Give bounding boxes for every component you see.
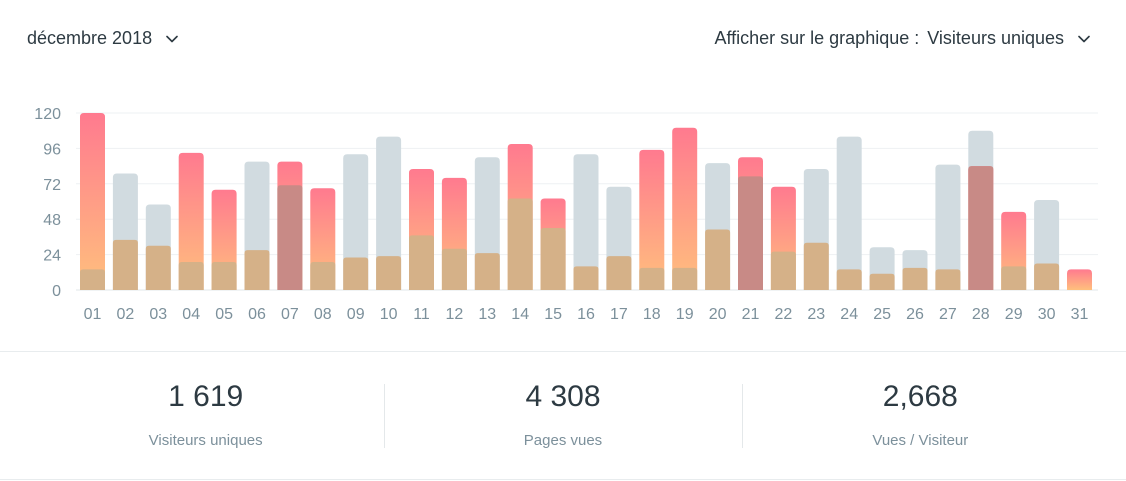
bar-overlap <box>935 269 961 290</box>
bar-overlap <box>639 267 665 290</box>
stat-unique-visitors: 1 619 Visiteurs uniques <box>27 372 384 456</box>
month-selector[interactable]: décembre 2018 <box>27 28 178 49</box>
x-tick-label: 30 <box>1038 306 1056 323</box>
x-tick-label: 28 <box>972 306 990 323</box>
bar-overlap <box>803 242 829 290</box>
bar-overlap <box>705 229 731 290</box>
chevron-down-icon <box>1078 35 1090 42</box>
x-tick-label: 19 <box>676 306 694 323</box>
bar-overlap <box>211 261 237 290</box>
stat-value: 2,668 <box>882 380 958 413</box>
bar-overlap <box>1001 266 1027 290</box>
bar-overlap <box>507 198 533 290</box>
bar-previous-period[interactable] <box>935 164 961 290</box>
bar-overlap <box>540 228 566 290</box>
bar-overlap <box>277 185 303 290</box>
stat-label: Visiteurs uniques <box>148 432 263 449</box>
display-prefix: Afficher sur le graphique : <box>714 28 920 48</box>
bar-overlap <box>178 261 204 290</box>
y-tick-label: 72 <box>43 177 61 194</box>
stat-label: Pages vues <box>523 432 603 449</box>
bar-overlap <box>409 235 434 290</box>
stats-summary: 1 619 Visiteurs uniques 4 308 Pages vues… <box>27 372 1099 456</box>
bar-overlap <box>738 176 763 290</box>
bar-overlap <box>474 253 500 290</box>
bar-previous-period[interactable] <box>376 136 402 290</box>
x-tick-label: 11 <box>413 306 430 323</box>
x-tick-label: 05 <box>215 306 233 323</box>
x-tick-label: 18 <box>643 306 661 323</box>
x-tick-label: 09 <box>347 306 365 323</box>
y-tick-label: 48 <box>43 212 61 229</box>
x-tick-label: 13 <box>478 306 496 323</box>
bar-overlap <box>672 267 698 290</box>
series-selector: Afficher sur le graphique : Visiteurs un… <box>714 28 1090 49</box>
bar-overlap <box>310 261 336 290</box>
bar-overlap <box>112 239 138 290</box>
bar-current-period[interactable] <box>1067 269 1092 290</box>
bar-overlap <box>376 256 402 290</box>
x-tick-label: 10 <box>380 306 398 323</box>
x-tick-label: 24 <box>840 306 858 323</box>
bar-overlap <box>902 267 928 290</box>
stat-label: Vues / Visiteur <box>872 432 969 449</box>
bar-current-period[interactable] <box>639 149 665 290</box>
chevron-down-icon <box>166 35 178 42</box>
bar-overlap <box>573 266 599 290</box>
bar-previous-period[interactable] <box>836 136 862 290</box>
x-tick-label: 02 <box>117 306 135 323</box>
x-tick-label: 16 <box>577 306 595 323</box>
x-tick-label: 22 <box>775 306 793 323</box>
bar-overlap <box>343 257 369 290</box>
x-tick-label: 26 <box>906 306 924 323</box>
bar-current-period[interactable] <box>80 113 105 290</box>
stat-value: 1 619 <box>168 380 244 413</box>
bar-overlap <box>80 269 105 290</box>
bar-overlap <box>244 250 270 290</box>
x-tick-label: 06 <box>248 306 266 323</box>
bar-previous-period[interactable] <box>573 154 599 290</box>
bar-current-period[interactable] <box>672 127 698 290</box>
section-divider <box>0 351 1126 352</box>
stat-value: 4 308 <box>525 380 601 413</box>
series-value: Visiteurs uniques <box>927 28 1064 48</box>
bar-overlap <box>606 256 632 290</box>
y-tick-label: 24 <box>43 248 61 265</box>
x-tick-label: 01 <box>84 306 102 323</box>
x-tick-label: 03 <box>149 306 167 323</box>
x-tick-label: 25 <box>873 306 891 323</box>
x-tick-label: 04 <box>182 306 200 323</box>
series-dropdown[interactable]: Visiteurs uniques <box>927 28 1090 49</box>
bar-previous-period[interactable] <box>343 154 369 290</box>
x-tick-label: 14 <box>511 306 529 323</box>
x-tick-label: 15 <box>544 306 562 323</box>
y-tick-label: 120 <box>34 106 61 123</box>
x-tick-label: 20 <box>709 306 727 323</box>
x-tick-label: 29 <box>1005 306 1023 323</box>
x-tick-label: 31 <box>1071 306 1089 323</box>
bar-overlap <box>145 245 171 290</box>
x-tick-label: 21 <box>742 306 760 323</box>
x-tick-label: 08 <box>314 306 332 323</box>
x-tick-label: 17 <box>610 306 628 323</box>
stat-page-views: 4 308 Pages vues <box>384 372 741 456</box>
month-label: décembre 2018 <box>27 28 153 48</box>
bar-overlap <box>1034 263 1060 290</box>
y-tick-label: 96 <box>43 141 61 158</box>
bar-overlap <box>869 273 895 290</box>
x-tick-label: 23 <box>807 306 825 323</box>
bar-overlap <box>770 251 796 290</box>
bottom-divider <box>0 479 1126 480</box>
bar-overlap <box>836 269 862 290</box>
bar-overlap <box>968 166 994 290</box>
x-tick-label: 12 <box>446 306 464 323</box>
visitors-bar-chart: 0 24 48 72 96 120 01 02 03 04 05 06 07 08 09 10 11 12 13 1… <box>34 106 1098 323</box>
x-tick-label: 27 <box>939 306 957 323</box>
y-tick-label: 0 <box>52 283 61 300</box>
stat-views-per-visitor: 2,668 Vues / Visiteur <box>741 372 1099 456</box>
x-tick-label: 07 <box>281 306 299 323</box>
bar-overlap <box>441 248 467 290</box>
bar-current-period[interactable] <box>178 152 204 290</box>
